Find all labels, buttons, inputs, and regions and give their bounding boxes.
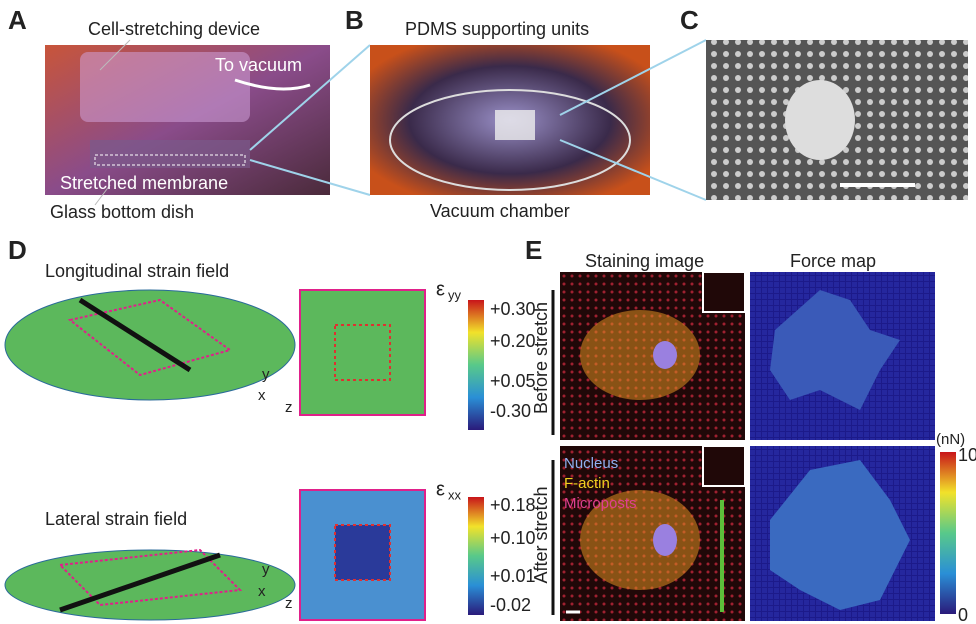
column-title: Staining image [585,251,704,271]
tick-label: +0.05 [490,371,536,391]
tick-label: +0.10 [490,528,536,548]
roi [335,525,390,580]
axis: x [258,387,266,404]
label: Cell-stretching device [88,19,260,39]
axis: z [285,595,293,612]
panel-letter: A [8,5,27,35]
subscript: xx [448,487,462,502]
label: Lateral strain field [45,509,187,529]
strain-model [5,550,295,620]
axis: y [262,561,270,578]
zoom [300,290,425,415]
tick-label: 10 [958,445,976,465]
row-title: Before stretch [531,302,551,414]
colorbar [468,300,484,430]
symbol: ε [436,278,445,300]
column-title: Force map [790,251,876,271]
cell [785,80,855,160]
tick-label: -0.02 [490,595,531,615]
subscript: yy [448,287,462,302]
inset [703,272,745,312]
tick-label: 0 [958,605,968,624]
label: Vacuum chamber [430,201,570,221]
tick-label: +0.01 [490,566,536,586]
label: PDMS supporting units [405,19,589,39]
legend-entry: Nucleus [564,455,618,472]
tick-label: +0.30 [490,299,536,319]
tick-label: +0.18 [490,495,536,515]
tick-label: +0.20 [490,331,536,351]
figure: A Cell-stretching device To vacuum Stret… [0,0,976,624]
axis: x [258,583,266,600]
tick-label: -0.30 [490,401,531,421]
colorbar [940,452,956,614]
device-part [90,140,250,168]
legend-entry: Microposts [564,495,637,512]
panel-letter: D [8,235,27,265]
symbol: ε [436,478,445,500]
label: Stretched membrane [60,173,228,193]
label: Glass bottom dish [50,202,194,222]
cell [580,310,700,400]
nucleus [653,524,677,556]
inset [703,446,745,486]
panel-letter: B [345,5,364,35]
row-title: After stretch [531,486,551,583]
colorbar [468,497,484,615]
chip [495,110,535,140]
axis: y [262,366,270,383]
label: To vacuum [215,55,302,75]
panel-letter: C [680,5,699,35]
legend-entry: F-actin [564,475,610,492]
axis: z [285,399,293,416]
panel-letter: E [525,235,542,265]
label: Longitudinal strain field [45,261,229,281]
nucleus [653,341,677,369]
